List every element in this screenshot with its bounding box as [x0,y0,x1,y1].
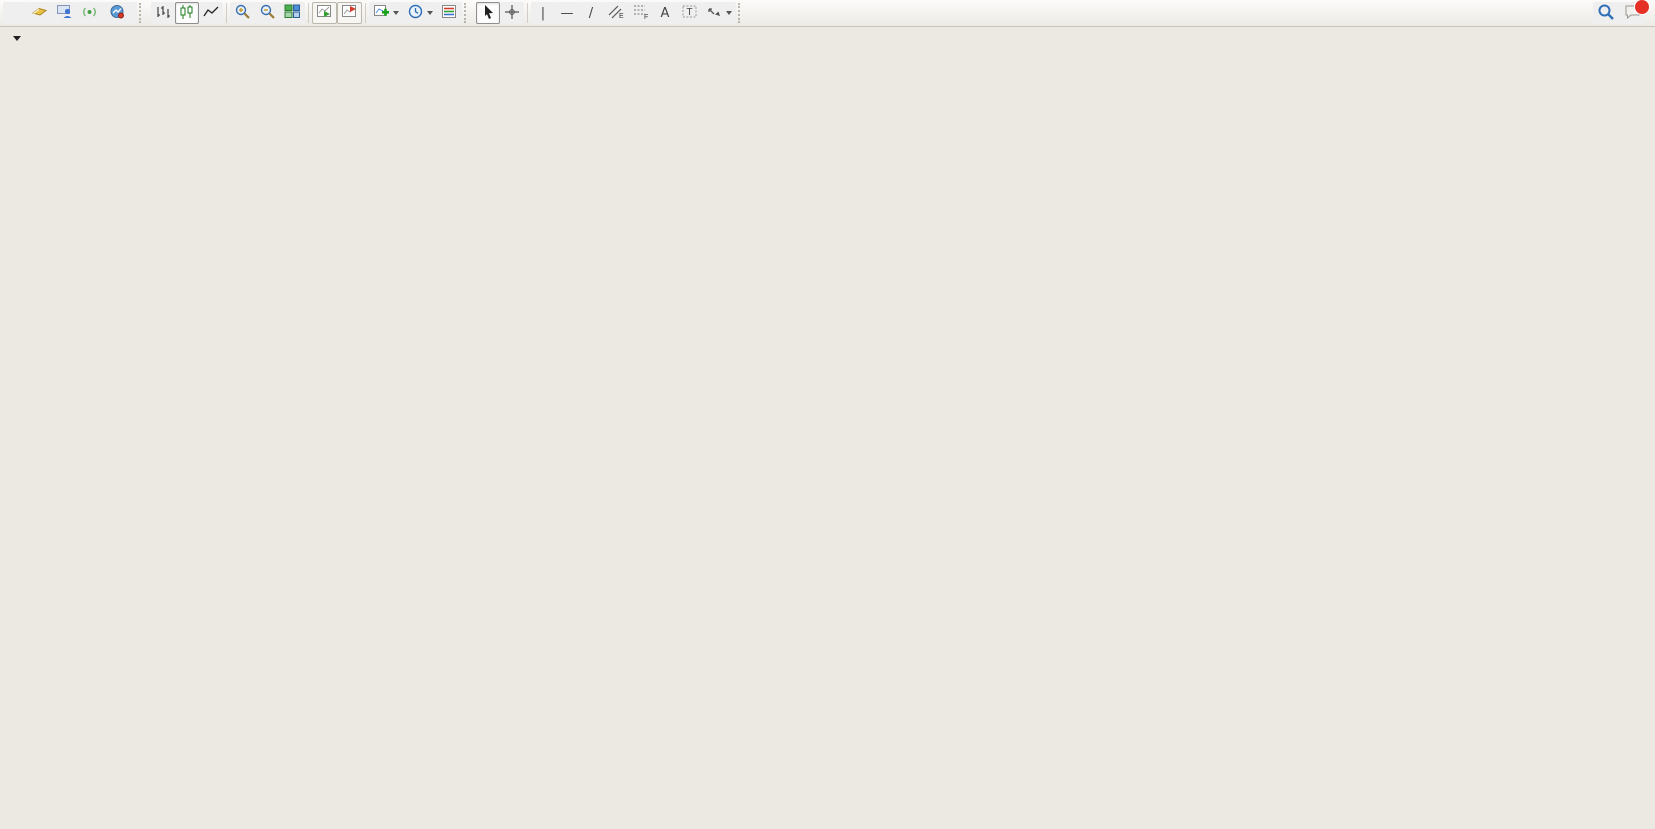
trendline-tool-button[interactable]: / [579,2,603,24]
auto-trading-button[interactable] [102,2,137,24]
bar-chart-type-button[interactable] [151,2,175,24]
templates-button[interactable] [437,2,462,24]
toolbar-separator [527,3,528,23]
vertical-line-tool-button[interactable]: | [531,2,555,24]
fibonacci-tool-button[interactable]: F [628,2,653,24]
horizontal-line-icon: — [560,5,574,21]
signal-icon [81,3,98,23]
toolbar-grip [139,3,147,23]
text-label-icon: T [681,3,698,23]
cursor-tool-button[interactable] [476,2,500,24]
channel-tool-button[interactable]: E [603,2,628,24]
chart-title [13,32,32,44]
svg-text:F: F [644,14,648,20]
toolbar-separator [226,3,227,23]
crosshair-tool-button[interactable] [500,2,524,24]
publisher-icon [56,3,73,23]
svg-text:E: E [619,13,624,20]
arrows-tool-button[interactable] [702,2,736,24]
trendline-icon: / [588,5,594,21]
main-toolbar: | — / E F A T [0,0,1655,27]
market-depth-button[interactable] [27,2,52,24]
toolbar-separator [365,3,366,23]
toolbar-grip [464,3,472,23]
text-label-tool-button[interactable]: T [677,2,702,24]
zoom-in-icon [234,3,251,23]
toolbar-separator [308,3,309,23]
auto-scroll-button[interactable] [312,2,337,24]
vertical-line-icon: | [540,5,546,21]
new-order-button[interactable] [3,2,27,24]
text-tool-button[interactable]: A [653,2,677,24]
chevron-down-icon [427,11,433,15]
templates-icon [441,3,458,23]
add-indicator-icon [373,3,390,23]
notification-count-badge [1634,0,1650,15]
horizontal-line-tool-button[interactable]: — [555,2,579,24]
tile-windows-button[interactable] [280,2,305,24]
channel-icon: E [607,3,624,23]
chevron-down-icon [726,11,732,15]
search-button[interactable] [1593,2,1619,24]
cursor-icon [481,4,496,23]
svg-text:T: T [687,7,693,18]
arrows-icon [706,3,723,23]
notifications-button[interactable] [1619,0,1650,24]
zoom-in-button[interactable] [230,2,255,24]
publisher-button[interactable] [52,2,77,24]
auto-scroll-icon [316,3,333,23]
chevron-down-icon [393,11,399,15]
crosshair-icon [504,4,520,23]
news-signal-button[interactable] [77,2,102,24]
text-icon: A [660,5,670,21]
line-chart-type-button[interactable] [199,2,223,24]
candlestick-chart-type-button[interactable] [175,2,199,24]
candlestick-chart-icon [179,4,195,23]
toolbar-grip [738,3,746,23]
zoom-out-icon [259,3,276,23]
fibonacci-icon: F [632,3,649,23]
periods-button[interactable] [403,2,437,24]
zoom-out-button[interactable] [255,2,280,24]
chart-shift-button[interactable] [337,2,362,24]
add-indicator-button[interactable] [369,2,403,24]
autotrade-icon [109,3,126,23]
tile-windows-icon [284,3,301,23]
book-icon [31,3,48,23]
chart-shift-icon [341,3,358,23]
line-chart-icon [203,4,219,23]
collapse-triangle-icon [13,35,21,41]
clock-icon [407,3,424,23]
bar-chart-icon [155,4,171,23]
search-icon [1597,3,1615,24]
